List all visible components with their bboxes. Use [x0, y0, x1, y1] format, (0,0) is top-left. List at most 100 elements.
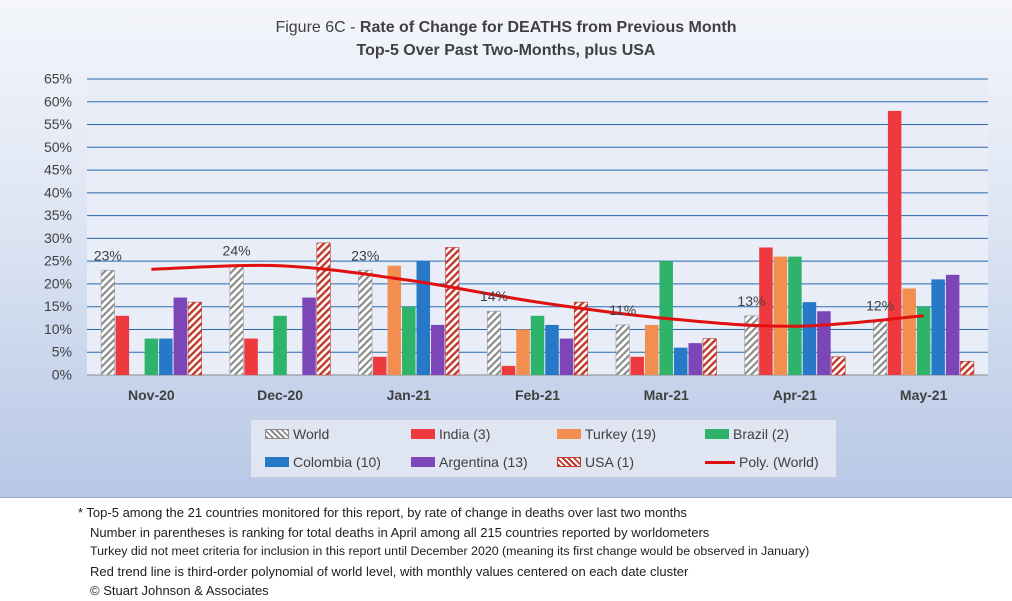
- y-tick-label: 40%: [44, 184, 72, 200]
- y-tick-label: 45%: [44, 162, 72, 178]
- bar-usa-1: [702, 338, 717, 376]
- x-tick-label: Apr-21: [773, 387, 818, 403]
- footnotes: * Top-5 among the 21 countries monitored…: [78, 503, 998, 601]
- chart-title-bold: Rate of Change for DEATHS from Previous …: [359, 19, 737, 36]
- footnote-line: Turkey did not meet criteria for inclusi…: [90, 544, 810, 558]
- x-tick-label: May-21: [900, 387, 948, 403]
- data-label-world: 14%: [480, 288, 508, 304]
- legend-item: Argentina (13): [411, 454, 528, 470]
- bar-colombia-10: [416, 261, 431, 375]
- bar-usa-1: [831, 356, 846, 376]
- legend-item: Turkey (19): [557, 426, 656, 442]
- chart-title-prefix: Figure 6C -: [275, 19, 360, 36]
- bar-argentina-13: [817, 311, 831, 375]
- legend-label: Argentina (13): [439, 454, 528, 470]
- legend-item: Colombia (10): [265, 454, 381, 470]
- y-tick-label: 25%: [44, 253, 72, 269]
- bar-colombia-10: [159, 338, 173, 375]
- x-tick-label: Jan-21: [387, 387, 432, 403]
- x-tick-label: Dec-20: [257, 387, 303, 403]
- legend-swatch: [557, 457, 581, 467]
- bar-india-3: [630, 356, 644, 375]
- y-tick-label: 0%: [52, 367, 72, 383]
- bar-argentina-13: [945, 274, 960, 375]
- bar-argentina-13: [173, 297, 188, 375]
- chart-title: Figure 6C - Rate of Change for DEATHS fr…: [0, 19, 1012, 37]
- legend-label: World: [293, 426, 330, 442]
- bar-turkey-19: [387, 265, 402, 375]
- chart-subtitle: Top-5 Over Past Two-Months, plus USA: [356, 42, 656, 59]
- footnote-line: Number in parentheses is ranking for tot…: [90, 524, 710, 540]
- bar-brazil-2: [530, 315, 545, 375]
- chart-legend: World India (3) Turkey (19) Brazil (2) Colom…: [250, 419, 837, 478]
- data-label-world: 23%: [94, 247, 122, 263]
- bar-turkey-19: [644, 324, 659, 375]
- y-tick-label: 55%: [44, 116, 72, 132]
- bar-world: [229, 265, 244, 376]
- data-label-world: 23%: [351, 247, 379, 263]
- y-tick-label: 60%: [44, 93, 72, 109]
- bar-usa-1: [187, 301, 202, 376]
- y-tick-label: 5%: [52, 344, 72, 360]
- bar-india-3: [373, 356, 387, 375]
- bar-brazil-2: [273, 315, 287, 375]
- y-tick-label: 20%: [44, 275, 72, 291]
- legend-label: Turkey (19): [585, 426, 657, 442]
- legend-label: USA (1): [585, 454, 635, 470]
- bar-india-3: [887, 110, 902, 375]
- y-tick-label: 50%: [44, 139, 72, 155]
- bar-turkey-19: [902, 288, 916, 375]
- y-tick-label: 65%: [44, 71, 72, 87]
- bar-colombia-10: [545, 324, 559, 375]
- y-tick-label: 10%: [44, 321, 72, 337]
- bar-usa-1: [445, 247, 460, 376]
- legend-label: Poly. (World): [739, 454, 819, 470]
- bar-india-3: [115, 315, 130, 375]
- y-tick-label: 35%: [44, 207, 72, 223]
- legend-swatch: [705, 429, 729, 439]
- y-tick-label: 30%: [44, 230, 72, 246]
- bar-turkey-19: [516, 329, 530, 375]
- legend-item: USA (1): [557, 454, 634, 470]
- trend-line-world: [151, 263, 924, 328]
- x-tick-label: Nov-20: [128, 387, 175, 403]
- bar-turkey-19: [773, 256, 788, 375]
- legend-label: India (3): [439, 426, 491, 442]
- legend-label: Brazil (2): [733, 426, 790, 442]
- footnote-line: * Top-5 among the 21 countries monitored…: [78, 505, 687, 520]
- bar-brazil-2: [788, 256, 802, 375]
- y-tick-label: 15%: [44, 298, 72, 314]
- bar-brazil-2: [916, 306, 931, 375]
- bar-india-3: [244, 338, 258, 375]
- bar-argentina-13: [688, 343, 702, 375]
- legend-line-swatch: [705, 460, 735, 464]
- bar-usa-1: [573, 301, 589, 376]
- chart-plot: 0% 5% 10% 15% 20% 25% 30% 35% 40% 45% 50% 55% 60% 65%…: [44, 71, 988, 403]
- bar-world: [615, 324, 630, 376]
- bar-usa-1: [960, 361, 975, 376]
- chart-area: Figure 6C - Rate of Change for DEATHS fr…: [0, 0, 1012, 498]
- bar-usa-1: [316, 242, 331, 376]
- legend-swatch: [265, 457, 289, 467]
- legend-swatch: [265, 429, 289, 439]
- legend-item: World: [265, 426, 329, 442]
- data-label-world: 13%: [737, 293, 765, 309]
- bar-colombia-10: [931, 279, 945, 375]
- bar-world: [486, 310, 502, 376]
- bar-argentina-13: [431, 324, 445, 375]
- bar-brazil-2: [402, 306, 416, 375]
- legend-item: India (3): [411, 426, 490, 442]
- bar-colombia-10: [673, 347, 688, 375]
- legend-swatch: [557, 429, 581, 439]
- bar-india-3: [759, 247, 773, 375]
- legend-item: Brazil (2): [705, 426, 789, 442]
- x-tick-label: Mar-21: [644, 387, 689, 403]
- bar-world: [873, 320, 888, 376]
- footnote-line: Red trend line is third-order polynomial…: [90, 563, 689, 579]
- bar-world: [358, 269, 373, 376]
- bar-world: [744, 315, 759, 376]
- bar-brazil-2: [144, 338, 159, 375]
- bar-argentina-13: [559, 338, 574, 375]
- bar-argentina-13: [302, 297, 316, 375]
- data-label-world: 11%: [609, 302, 636, 318]
